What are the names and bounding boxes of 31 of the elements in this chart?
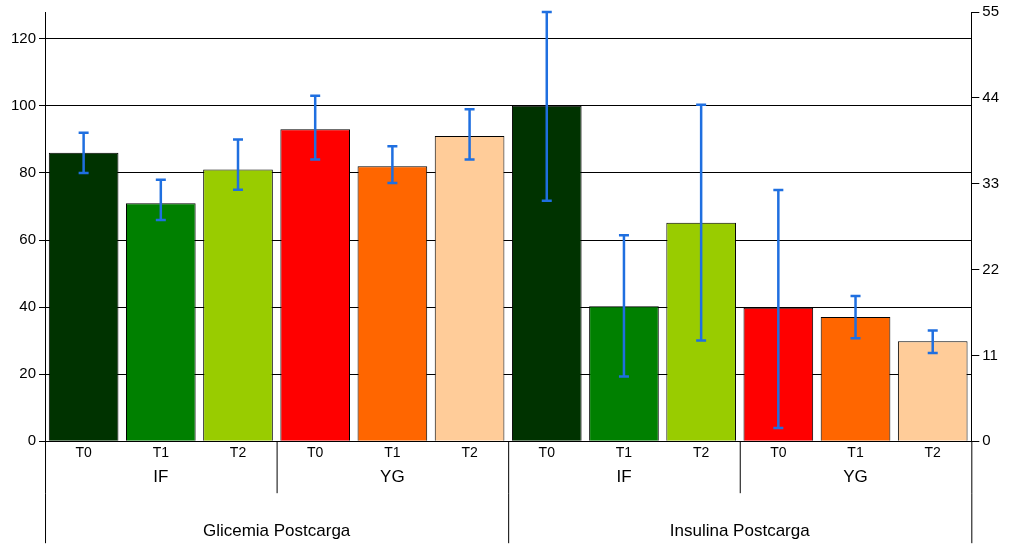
y-tick-label: 120 bbox=[11, 28, 37, 46]
y2-tick-label: 44 bbox=[982, 87, 999, 105]
y2-tick-label: 11 bbox=[982, 345, 998, 363]
x-tick-label: T1 bbox=[152, 444, 170, 461]
y-tick-label: 40 bbox=[19, 297, 37, 315]
x-tick-label: T0 bbox=[307, 444, 324, 461]
y-tick-label: 100 bbox=[11, 96, 37, 114]
y-tick-label: 20 bbox=[19, 364, 37, 382]
text: Insulina Postcarga bbox=[669, 520, 811, 540]
y2-tick-label: 22 bbox=[982, 259, 999, 277]
text: IF bbox=[616, 466, 632, 486]
text: YG bbox=[843, 466, 868, 486]
x-tick-label: T2 bbox=[461, 444, 478, 461]
x-tick-label: T0 bbox=[75, 444, 92, 461]
x-tick-label: T1 bbox=[847, 444, 864, 461]
x-tick-label: T1 bbox=[384, 444, 401, 461]
y-tick-label: 0 bbox=[27, 431, 37, 449]
text: YG bbox=[380, 466, 405, 486]
text: IF bbox=[153, 466, 169, 486]
x-tick-label: T2 bbox=[924, 444, 942, 461]
y2-tick-label: 0 bbox=[982, 431, 991, 449]
x-tick-label: T2 bbox=[229, 444, 247, 461]
x-tick-label: T2 bbox=[692, 444, 710, 461]
y-tick-label: 80 bbox=[19, 163, 37, 181]
x-tick-label: T1 bbox=[615, 444, 633, 461]
text: Glicemia Postcarga bbox=[202, 520, 351, 540]
x-tick-label: T0 bbox=[538, 444, 556, 461]
x-tick-label: T0 bbox=[770, 444, 787, 461]
y-tick-label: 60 bbox=[19, 230, 37, 248]
y2-tick-label: 33 bbox=[982, 173, 999, 191]
y2-tick-label: 55 bbox=[982, 2, 999, 20]
